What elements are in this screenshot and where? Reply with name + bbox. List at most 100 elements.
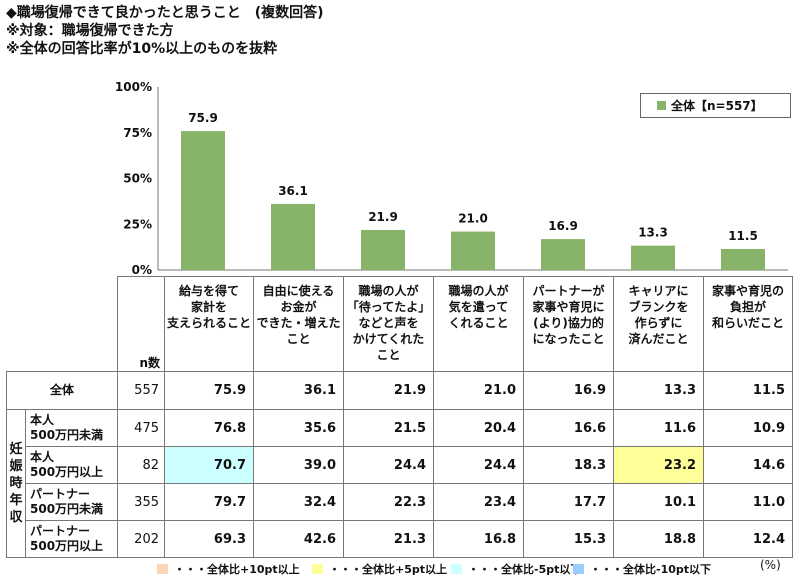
- table-cell: 21.0: [433, 371, 524, 410]
- category-label-line: 家事や育児の: [711, 284, 784, 298]
- category-label-line: 和らいだこと: [711, 316, 784, 330]
- footer-legend-item: ・・・全体比+5pt以上: [312, 561, 447, 577]
- filter-note: ※全体の回答比率が10%以上のものを抜粋: [6, 41, 278, 57]
- legend-label: 全体【n=557】: [671, 99, 763, 113]
- category-label-line: 職場の人が: [448, 284, 509, 298]
- row-label-line: 500万円以上: [30, 539, 104, 553]
- table-header-row: n数 給与を得て 家計を 支えられること 自由に使える お金が できた・増えた こと 職場の人が…: [7, 276, 793, 372]
- category-label-line: になったこと: [532, 332, 605, 346]
- category-label-line: パートナーが: [532, 284, 605, 298]
- table-cell: 76.8: [164, 409, 254, 447]
- legend-color-box: [573, 564, 584, 574]
- table-cell: 15.3: [523, 520, 614, 558]
- legend-swatch: [657, 101, 666, 110]
- category-label-line: お金が: [280, 300, 317, 314]
- table-cell: 24.4: [433, 446, 524, 484]
- y-tick-label: 50%: [123, 172, 152, 186]
- table-row: パートナー 500万円以上 202 69.3 42.6 21.3 16.8 15.3 18.8 1…: [7, 520, 793, 558]
- category-label-line: 自由に使える: [262, 284, 335, 298]
- category-label-line: こと: [286, 332, 311, 346]
- n-header: n数: [117, 276, 165, 372]
- table-cell: 12.4: [703, 520, 793, 558]
- category-label-line: できた・増えた: [256, 316, 341, 330]
- table-cell: 10.9: [703, 409, 793, 447]
- category-label-line: 家事や育児に: [532, 300, 605, 314]
- category-label-line: かけてくれた: [352, 332, 425, 346]
- table-corner: [7, 277, 118, 372]
- category-label-line: 負担が: [729, 300, 766, 314]
- category-label-line: 気を遣って: [448, 300, 509, 314]
- category-label: 家事や育児の 負担が和らいだこと: [703, 276, 793, 372]
- footer-legend-label: ・・・全体比+10pt以上: [174, 563, 300, 576]
- table-row: パートナー 500万円未満 355 79.7 32.4 22.3 23.4 17.7 10.1 1…: [7, 483, 793, 521]
- category-label-line: (より)協力的: [533, 316, 604, 330]
- row-label: 本人 500万円以上: [25, 446, 118, 484]
- category-label-line: ブランクを: [628, 300, 689, 314]
- row-label: パートナー 500万円以上: [25, 520, 118, 558]
- chart-legend: 全体【n=557】: [640, 93, 791, 118]
- row-label: 本人 500万円未満: [25, 409, 118, 447]
- group-label: 妊娠時年収: [6, 409, 26, 558]
- group-label-char: 収: [9, 510, 23, 525]
- table-cell: 16.8: [433, 520, 524, 558]
- y-tick-label: 25%: [123, 217, 152, 231]
- footer-legend-label: ・・・全体比+5pt以上: [329, 563, 448, 576]
- category-label: 自由に使える お金ができた・増えた こと: [253, 276, 344, 372]
- category-label-line: キャリアに: [628, 284, 689, 298]
- group-label-char: 年: [9, 493, 23, 508]
- bar: [721, 248, 765, 270]
- data-label: 75.9: [188, 111, 218, 125]
- footer-legend-item: ・・・全体比-5pt以下: [451, 561, 581, 577]
- bar: [181, 131, 225, 270]
- group-label-char: 娠: [9, 459, 23, 474]
- y-tick-label: 0%: [132, 263, 152, 276]
- group-label-char: 時: [9, 476, 23, 491]
- footer-legend-item: ・・・全体比+10pt以上: [157, 561, 300, 577]
- data-label: 36.1: [278, 184, 308, 198]
- category-label-line: 「待ってたよ」: [346, 300, 431, 314]
- row-label-line: 500万円以上: [30, 465, 104, 479]
- table-cell: 23.4: [433, 483, 524, 521]
- n-count: 557: [117, 371, 165, 410]
- unit-label: (%): [760, 558, 781, 572]
- category-label-line: 済んだこと: [628, 332, 689, 346]
- table-cell: 16.6: [523, 409, 614, 447]
- category-label-line: 給与を得て: [178, 284, 239, 298]
- category-label: キャリアに ブランクを 作らずに 済んだこと: [613, 276, 704, 372]
- table-row: 本人 500万円以上 82 70.7 39.0 24.4 24.4 18.3 23.2 14.6: [7, 446, 793, 484]
- row-label-line: 500万円未満: [30, 428, 104, 442]
- table-cell: 24.4: [343, 446, 434, 484]
- row-label-line: 500万円未満: [30, 502, 104, 516]
- chart-title: ◆職場復帰できて良かったと思うこと (複数回答): [6, 5, 324, 21]
- legend-color-box: [451, 564, 462, 574]
- category-label-line: くれること: [448, 316, 509, 330]
- table-cell: 75.9: [164, 371, 254, 410]
- table-cell: 10.1: [613, 483, 704, 521]
- footer-legend-item: ・・・全体比-10pt以下: [573, 561, 711, 577]
- table-row: 妊娠時年収本人 500万円未満 475 76.8 35.6 21.5 20.4 16.6 11.…: [6, 409, 793, 558]
- category-label: 給与を得て 家計を 支えられること: [164, 276, 254, 372]
- data-label: 13.3: [638, 226, 668, 240]
- n-count: 82: [117, 446, 165, 484]
- legend-color-box: [312, 564, 323, 574]
- table-cell: 14.6: [703, 446, 793, 484]
- n-count: 202: [117, 520, 165, 558]
- bar: [451, 231, 495, 270]
- row-label-line: 本人: [30, 450, 55, 464]
- footer-legend-label: ・・・全体比-10pt以下: [590, 563, 712, 576]
- table-row: 全体 557 75.9 36.1 21.9 21.0 16.9 13.3 11.5: [6, 371, 793, 410]
- table-cell: 21.9: [343, 371, 434, 410]
- table-cell: 11.5: [703, 371, 793, 410]
- table-cell: 18.3: [523, 446, 614, 484]
- bar: [271, 203, 315, 270]
- row-label-line: パートナー: [30, 524, 91, 538]
- category-label: 職場の人が気を遣ってくれること: [433, 276, 524, 372]
- group-label-char: 妊: [9, 442, 23, 457]
- table-cell: 11.0: [703, 483, 793, 521]
- y-tick-label: 100%: [115, 80, 152, 94]
- n-count: 355: [117, 483, 165, 521]
- table-cell: 42.6: [253, 520, 344, 558]
- data-table: n数 給与を得て 家計を 支えられること 自由に使える お金が できた・増えた こと 職場の人が…: [6, 276, 793, 558]
- table-cell: 35.6: [253, 409, 344, 447]
- row-label-line: 全体: [49, 383, 74, 397]
